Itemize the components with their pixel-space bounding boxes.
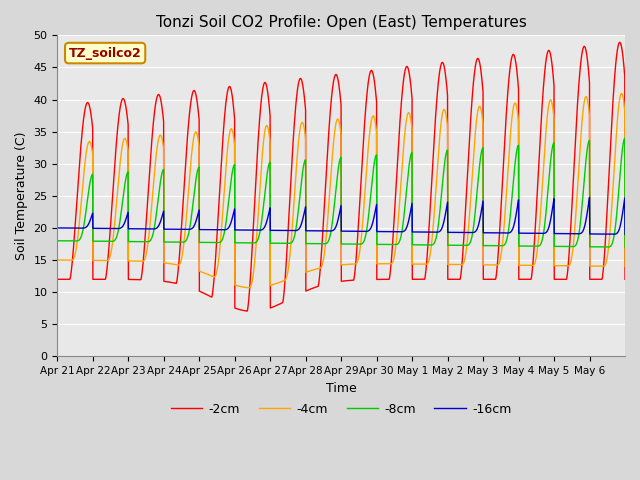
-4cm [376, 261, 383, 267]
-2cm [376, 276, 383, 282]
-2cm [545, 48, 552, 53]
Y-axis label: Soil Temperature (C): Soil Temperature (C) [15, 132, 28, 260]
-4cm [621, 264, 629, 269]
-8cm [613, 210, 621, 216]
-16cm [621, 231, 629, 237]
-8cm [54, 238, 61, 244]
-2cm [110, 170, 118, 176]
-2cm [616, 39, 623, 45]
-2cm [233, 306, 241, 312]
-16cm [110, 226, 118, 231]
-4cm [110, 227, 118, 232]
-2cm [513, 63, 520, 69]
-2cm [243, 308, 251, 314]
-16cm [512, 212, 520, 218]
-16cm [613, 230, 621, 236]
Text: TZ_soilco2: TZ_soilco2 [68, 47, 141, 60]
-2cm [613, 49, 621, 55]
-4cm [618, 91, 625, 96]
Line: -2cm: -2cm [58, 42, 625, 311]
-8cm [544, 186, 552, 192]
-16cm [376, 228, 383, 234]
-16cm [586, 195, 593, 201]
X-axis label: Time: Time [326, 382, 356, 395]
-8cm [621, 135, 628, 141]
-2cm [621, 276, 629, 282]
-8cm [376, 241, 383, 247]
-4cm [233, 283, 241, 288]
-4cm [513, 103, 520, 108]
-2cm [54, 276, 61, 282]
-4cm [245, 285, 253, 291]
Legend: -2cm, -4cm, -8cm, -16cm: -2cm, -4cm, -8cm, -16cm [166, 398, 516, 420]
-8cm [110, 238, 118, 244]
-16cm [233, 227, 241, 233]
Title: Tonzi Soil CO2 Profile: Open (East) Temperatures: Tonzi Soil CO2 Profile: Open (East) Temp… [156, 15, 527, 30]
-8cm [621, 244, 629, 250]
-4cm [545, 105, 552, 110]
-4cm [54, 257, 61, 263]
-8cm [233, 240, 241, 246]
-8cm [512, 152, 520, 158]
-16cm [544, 227, 552, 232]
Line: -8cm: -8cm [58, 138, 625, 247]
Line: -16cm: -16cm [58, 198, 625, 234]
Line: -4cm: -4cm [58, 94, 625, 288]
-16cm [54, 225, 61, 231]
-4cm [613, 120, 621, 126]
